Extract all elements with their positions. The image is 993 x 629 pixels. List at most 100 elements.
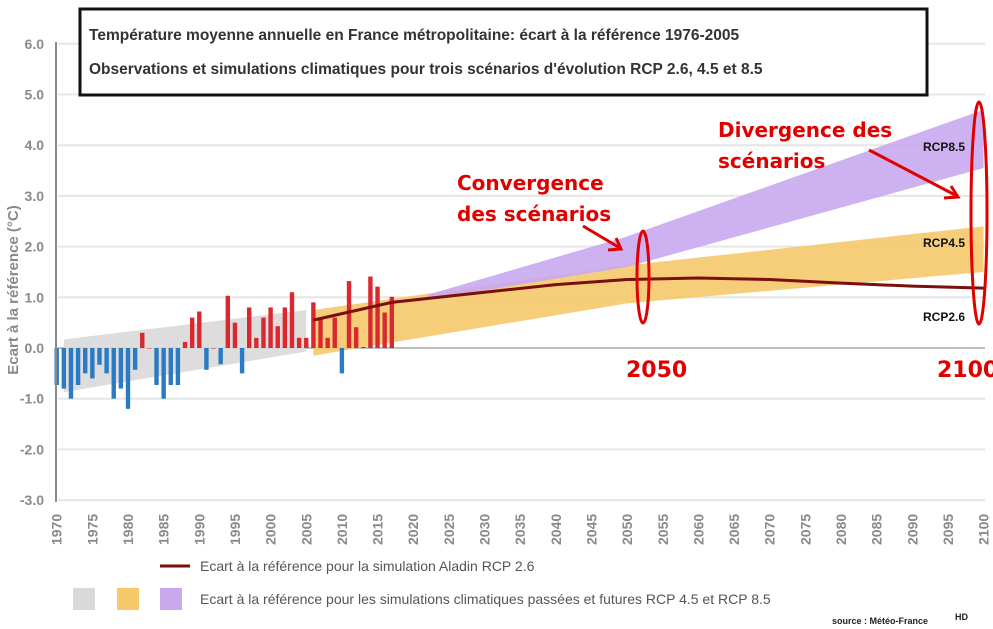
bar-1974 [83,348,88,374]
y-tick-label: 5.0 [25,87,45,103]
bar-1982 [140,332,145,348]
x-tick-label: 2030 [477,514,493,545]
x-tick-label: 2025 [441,514,457,545]
bar-1984 [154,348,159,386]
bands [63,109,984,393]
label-rcp45: RCP4.5 [923,236,965,250]
annotation-divergence-line1: Divergence des [718,118,892,142]
annotation-2100: 2100 [937,358,993,383]
bar-1980 [125,348,131,409]
x-tick-label: 2050 [619,514,635,545]
y-tick-label: 3.0 [25,188,45,204]
y-axis-label: Ecart à la référence (°C) [5,205,22,374]
x-tick-label: 1970 [49,514,65,545]
bar-1976 [97,348,102,365]
x-tick-label: 2070 [762,514,778,545]
x-tick-label: 2065 [726,514,742,545]
x-tick-label: 2005 [298,514,314,545]
y-tick-label: 2.0 [25,239,45,255]
bar-2000 [268,307,273,348]
bar-1996 [239,348,245,374]
bar-2015 [375,286,380,348]
band-passes [63,309,307,393]
bar-1992 [211,348,216,349]
legend-swatch-purple [160,588,182,610]
bar-1999 [261,317,266,348]
bar-1985 [161,348,166,399]
label-rcp26: RCP2.6 [923,310,965,324]
label-rcp85: RCP8.5 [923,140,965,154]
x-tick-label: 2035 [512,514,528,545]
bar-1971 [61,348,67,389]
bar-1977 [104,348,109,374]
bar-1995 [232,322,238,348]
arrow-divergence [868,148,958,198]
bar-1998 [254,337,259,348]
bar-2010 [339,348,345,374]
x-tick-label: 2000 [263,514,279,545]
x-tick-label: 2020 [405,514,421,545]
bar-2003 [289,292,295,348]
x-tick-label: 2085 [869,514,885,545]
bar-1986 [168,348,173,386]
x-tick-label: 1990 [191,514,207,545]
bar-2013 [361,346,366,348]
bar-1972 [68,348,74,399]
legend-swatch-orange [117,588,139,610]
x-tick-label: 2075 [797,514,813,545]
y-tick-label: 6.0 [25,36,45,52]
bar-2012 [353,327,359,348]
bar-1991 [204,348,209,370]
bar-2008 [325,337,330,348]
rcp26-line [313,276,984,322]
bar-1973 [75,348,81,386]
x-tick-label: 2015 [370,514,386,545]
bar-1994 [225,295,231,348]
chart-subtitle: Observations et simulations climatiques … [89,61,763,78]
x-tick-label: 2040 [548,514,564,545]
arrow-convergence [582,224,621,250]
bar-1993 [218,348,223,365]
legend-swatch-gray [73,588,95,610]
bar-2006 [311,302,316,348]
bar-1983 [147,348,152,349]
x-tick-label: 2010 [334,514,350,545]
x-tick-label: 2095 [940,514,956,545]
bar-1975 [90,348,95,379]
annotation-2050: 2050 [626,358,687,383]
bar-1988 [182,341,188,348]
x-tick-label: 2090 [904,514,920,545]
bar-2014 [368,276,373,348]
x-tick-label: 2060 [690,514,706,545]
bar-2004 [296,337,302,348]
arrow-divergence-head [943,185,961,200]
bar-2007 [318,317,323,348]
legend-line-label: Ecart à la référence pour la simulation … [200,558,535,574]
x-tick-label: 2045 [583,514,599,545]
annotation-convergence-line2: des scénarios [457,202,611,226]
x-tick-label: 1980 [120,514,136,545]
bar-1981 [132,348,138,370]
x-tick-label: 1985 [156,514,172,545]
title-box [78,7,929,97]
bar-1987 [175,348,181,386]
arrow-convergence-head [607,237,624,252]
x-tick-label: 1995 [227,514,243,545]
bar-2005 [304,337,309,348]
annotation-marks [582,100,989,326]
bar-1997 [247,307,252,348]
bar-1978 [111,348,116,399]
y-tick-label: -1.0 [20,391,44,407]
band-rcp85 [427,109,984,300]
bar-1990 [197,311,202,348]
y-tick-label: 0.0 [25,340,45,356]
ellipse-2050 [635,229,651,325]
bar-2016 [382,312,387,348]
y-tick-labels: 6.0 5.0 4.0 3.0 2.0 1.0 0.0 -1.0 -2.0 -3.0 [20,36,44,508]
y-tick-label: 1.0 [25,289,45,305]
annotation-convergence-line1: Convergence [457,171,604,195]
bar-2002 [282,307,288,348]
bar-1979 [118,348,124,389]
bar-2009 [332,317,337,348]
